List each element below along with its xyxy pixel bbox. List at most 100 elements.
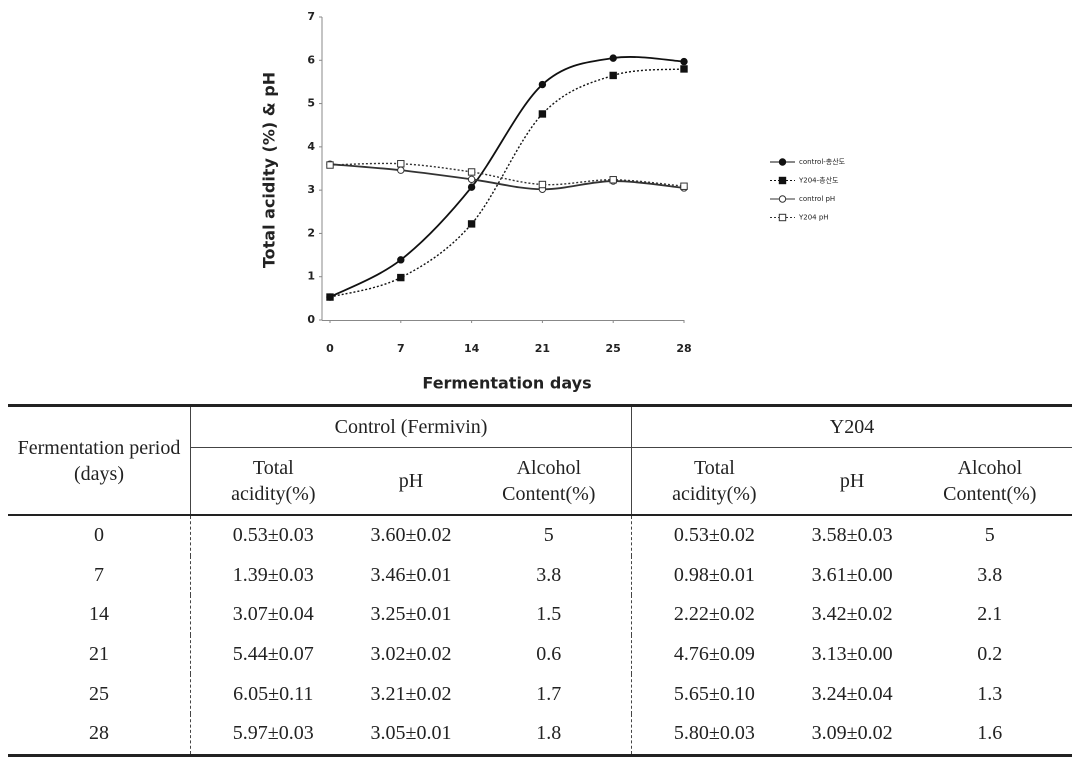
- x-tick-label: 25: [606, 342, 621, 355]
- data-point: [680, 182, 688, 190]
- table-cell: 3.61±0.00: [811, 563, 893, 586]
- y-tick-label: 3: [307, 183, 315, 196]
- data-point: [609, 71, 617, 80]
- y-tick-label: 1: [307, 270, 315, 283]
- chart: Total acidity (%) & pH Fermentation days…: [260, 10, 846, 393]
- table-cell: 1.5: [536, 603, 562, 626]
- table-cell: 3.60±0.02: [370, 524, 452, 547]
- x-tick-label: 0: [326, 342, 334, 355]
- sub-header-text: Alcohol Content(%): [943, 457, 1037, 505]
- series-line: [329, 56, 685, 298]
- table-cell: 1.8: [536, 722, 562, 745]
- data-table: Fermentation period (days) Control (Fermi…: [8, 404, 1072, 757]
- table-cell: 28: [89, 722, 109, 745]
- table-cell: 2.22±0.02: [631, 595, 797, 635]
- table-cell: 25: [89, 682, 109, 705]
- group-header: Y204: [631, 405, 1072, 448]
- table-cell: 0.6: [536, 643, 562, 666]
- data-point: [467, 183, 476, 191]
- table-cell: 1.7: [536, 682, 562, 705]
- table-cell: 0: [94, 524, 104, 547]
- table-cell: 3.09±0.02: [811, 722, 893, 745]
- table-cell: 0.98±0.01: [631, 555, 797, 596]
- sub-header: Alcohol Content(%): [907, 447, 1072, 516]
- data-point: [680, 65, 688, 73]
- table-cell: 5.97±0.03: [189, 713, 356, 756]
- table-cell: 1.39±0.03: [189, 555, 356, 596]
- legend-label: Y204 pH: [798, 214, 829, 222]
- legend-label: Y204-총산도: [798, 176, 839, 185]
- data-point: [397, 166, 405, 174]
- table-cell: 5: [543, 524, 554, 547]
- group-header: Control (Fermivin): [189, 405, 632, 448]
- data-point: [397, 273, 405, 282]
- row-header: Fermentation period (days): [8, 405, 191, 516]
- sub-header: Total acidity(%): [631, 447, 797, 516]
- table-row: 14 3.07±0.04 3.25±0.01 1.5 2.22±0.02 3.42±0.0…: [8, 595, 1072, 635]
- data-point: [326, 161, 334, 169]
- table-cell: 1.6: [977, 722, 1003, 745]
- y-tick-label: 0: [307, 313, 315, 326]
- data-point: [538, 110, 547, 118]
- legend-marker: [778, 213, 787, 222]
- sub-header: pH: [355, 447, 467, 516]
- series-line: [329, 163, 685, 191]
- sub-header-text: Alcohol Content(%): [502, 457, 596, 505]
- table-cell: 2.1: [977, 603, 1003, 626]
- series-line: [329, 68, 685, 298]
- sub-header: pH: [796, 447, 908, 516]
- table-row: 25 6.05±0.11 3.21±0.02 1.7 5.65±0.10 3.24±0.0…: [8, 674, 1072, 714]
- table-cell: 5: [984, 524, 995, 547]
- table-cell: 3.46±0.01: [370, 563, 452, 586]
- x-tick-label: 28: [676, 342, 691, 355]
- table-row: 28 5.97±0.03 3.05±0.01 1.8 5.80±0.03 3.09±0.0…: [8, 713, 1072, 756]
- table-cell: 0.2: [977, 643, 1003, 666]
- y-tick-label: 5: [307, 97, 315, 110]
- sub-header: Alcohol Content(%): [466, 447, 632, 516]
- table-cell: 3.58±0.03: [811, 524, 893, 547]
- x-tick-label: 14: [464, 342, 480, 355]
- y-axis-title: Total acidity (%) & pH: [260, 72, 279, 268]
- data-point: [538, 180, 547, 189]
- y-tick-label: 6: [307, 53, 315, 66]
- table-cell: 3.42±0.02: [811, 603, 893, 626]
- data-point: [538, 80, 547, 89]
- x-axis-title: Fermentation days: [422, 374, 591, 393]
- table-cell: 5.44±0.07: [189, 634, 356, 675]
- table-row: 21 5.44±0.07 3.02±0.02 0.6 4.76±0.09 3.13±0.0…: [8, 634, 1072, 675]
- y-tick-label: 4: [307, 140, 315, 153]
- table-row: 0 0.53±0.03 3.60±0.02 5 0.53±0.02 3.58±0.03 5: [8, 515, 1072, 556]
- legend-label: control pH: [799, 195, 835, 203]
- table-cell: 1.3: [977, 682, 1003, 705]
- table-cell: 21: [89, 643, 109, 666]
- table-cell: 3.07±0.04: [189, 595, 356, 635]
- table-cell: 3.25±0.01: [370, 603, 452, 626]
- legend-marker: [778, 176, 787, 185]
- table-cell: 3.02±0.02: [370, 643, 452, 666]
- data-point: [609, 54, 617, 62]
- data-point: [609, 176, 617, 184]
- data-point: [397, 256, 405, 264]
- sub-header-text: Total acidity(%): [672, 457, 757, 505]
- table-row: 7 1.39±0.03 3.46±0.01 3.8 0.98±0.01 3.61±0.00…: [8, 555, 1072, 596]
- table-cell: 7: [94, 563, 104, 586]
- data-point: [680, 57, 688, 66]
- sub-header-text: pH: [398, 470, 424, 492]
- table-cell: 6.05±0.11: [189, 674, 356, 714]
- table-cell: 0.53±0.02: [631, 515, 797, 556]
- table-cell: 3.8: [977, 563, 1003, 586]
- x-tick-label: 21: [535, 342, 550, 355]
- table-cell: 14: [89, 603, 109, 626]
- data-point: [467, 220, 476, 228]
- sub-header: Total acidity(%): [189, 447, 356, 516]
- data-point: [326, 293, 334, 301]
- y-tick-label: 2: [307, 226, 315, 239]
- data-point: [467, 175, 476, 184]
- sub-header-text: pH: [839, 470, 865, 492]
- series-line: [329, 162, 685, 187]
- table-cell: 3.8: [536, 563, 562, 586]
- x-tick-label: 7: [397, 342, 405, 355]
- data-point: [397, 160, 405, 168]
- table-cell: 3.24±0.04: [811, 682, 893, 705]
